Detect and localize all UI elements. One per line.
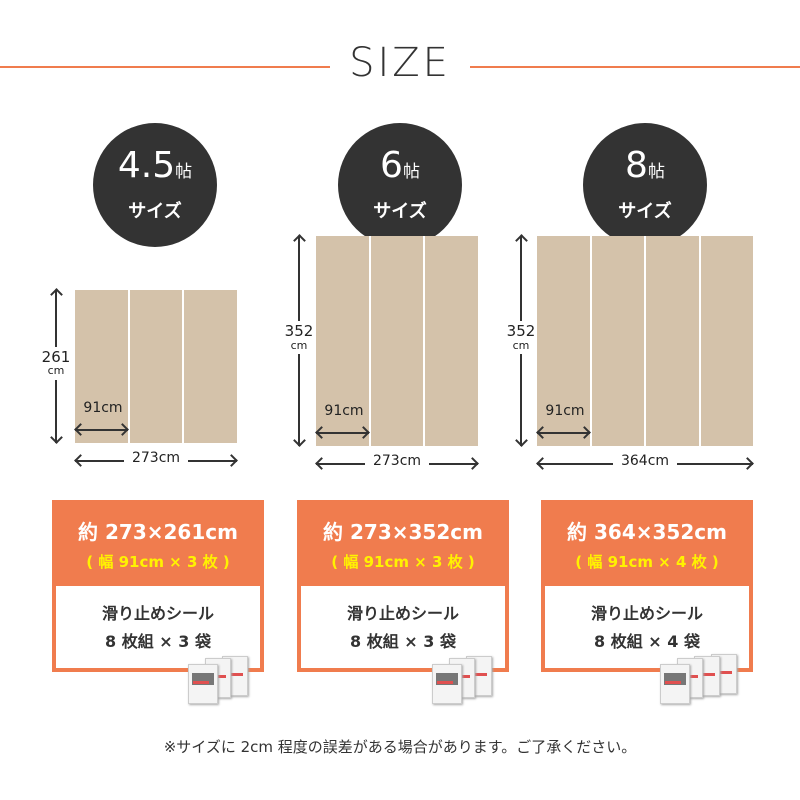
strip-width-label: 91cm — [545, 403, 585, 419]
mat-strip — [129, 290, 183, 443]
mat-strip — [370, 236, 424, 446]
arrow-head — [293, 234, 306, 247]
jo-unit: 帖 — [175, 162, 193, 182]
strip-width-label: 91cm — [83, 400, 123, 416]
jo-number: 8 — [625, 145, 648, 186]
arrow-head — [225, 454, 238, 467]
spec-box: 約 273×261cm ( 幅 91cm × 3 枚 ) 滑り止めシール 8 枚… — [52, 500, 264, 672]
mat-strip — [425, 236, 479, 446]
strip-count-text: ( 幅 91cm × 4 枚 ) — [575, 553, 719, 571]
jo-number: 4.5 — [117, 145, 176, 186]
seal-title: 滑り止めシール — [346, 604, 459, 623]
arrow-head — [74, 454, 87, 467]
disclaimer-note: ※サイズに 2cm 程度の誤差がある場合があります。ご了承ください。 — [163, 738, 637, 756]
mat-diagram — [537, 236, 753, 446]
strip-width-label: 91cm — [324, 403, 364, 419]
seal-bag-image — [432, 664, 462, 704]
arrow-head — [50, 288, 63, 301]
title-rule-left — [0, 66, 330, 68]
seal-count: 8 枚組 × 3 袋 — [350, 632, 456, 651]
jo-label: サイズ — [373, 201, 427, 222]
strip-width-arrow — [537, 432, 590, 434]
strip-width-arrow — [75, 429, 128, 431]
height-label: 261 cm — [41, 346, 71, 380]
mat-diagram — [75, 290, 238, 443]
size-badge: 4.5帖 サイズ — [93, 123, 217, 247]
seal-title: 滑り止めシール — [101, 604, 214, 623]
arrow-head — [741, 457, 754, 470]
width-label: 273cm — [365, 454, 429, 469]
jo-unit: 帖 — [647, 162, 665, 182]
title-rule-right — [470, 66, 800, 68]
arrow-head — [515, 234, 528, 247]
jo-unit: 帖 — [402, 162, 420, 182]
dimensions-text: 約 364×352cm — [567, 520, 727, 544]
arrow-head — [536, 457, 549, 470]
mat-strip — [537, 236, 590, 446]
spec-box: 約 273×352cm ( 幅 91cm × 3 枚 ) 滑り止めシール 8 枚… — [297, 500, 509, 672]
page-title: SIZE — [349, 40, 451, 86]
seal-count: 8 枚組 × 4 袋 — [594, 632, 700, 651]
mat-strip — [75, 290, 128, 443]
size-badge: 8帖 サイズ — [583, 123, 707, 247]
dimensions-text: 約 273×352cm — [323, 520, 483, 544]
seal-count: 8 枚組 × 3 袋 — [105, 632, 211, 651]
mat-strip — [700, 236, 753, 446]
width-label: 273cm — [124, 451, 188, 466]
strip-width-arrow — [316, 432, 369, 434]
mat-strip — [316, 236, 369, 446]
arrow-head — [315, 457, 328, 470]
seal-bag-image — [188, 664, 218, 704]
spec-box: 約 364×352cm ( 幅 91cm × 4 枚 ) 滑り止めシール 8 枚… — [541, 500, 753, 672]
strip-count-text: ( 幅 91cm × 3 枚 ) — [86, 553, 230, 571]
arrow-head — [515, 434, 528, 447]
seal-title: 滑り止めシール — [590, 604, 703, 623]
mat-strip — [646, 236, 699, 446]
width-label: 364cm — [613, 454, 677, 469]
height-label: 352 cm — [284, 321, 314, 355]
seal-bag-image — [660, 664, 690, 704]
arrow-head — [50, 431, 63, 444]
mat-strip — [591, 236, 644, 446]
mat-diagram — [316, 236, 479, 446]
arrow-head — [293, 434, 306, 447]
jo-number: 6 — [380, 145, 403, 186]
jo-label: サイズ — [618, 201, 672, 222]
mat-strip — [184, 290, 238, 443]
strip-count-text: ( 幅 91cm × 3 枚 ) — [331, 553, 475, 571]
size-badge: 6帖 サイズ — [338, 123, 462, 247]
height-label: 352 cm — [506, 321, 536, 355]
arrow-head — [466, 457, 479, 470]
jo-label: サイズ — [128, 201, 182, 222]
dimensions-text: 約 273×261cm — [78, 520, 238, 544]
